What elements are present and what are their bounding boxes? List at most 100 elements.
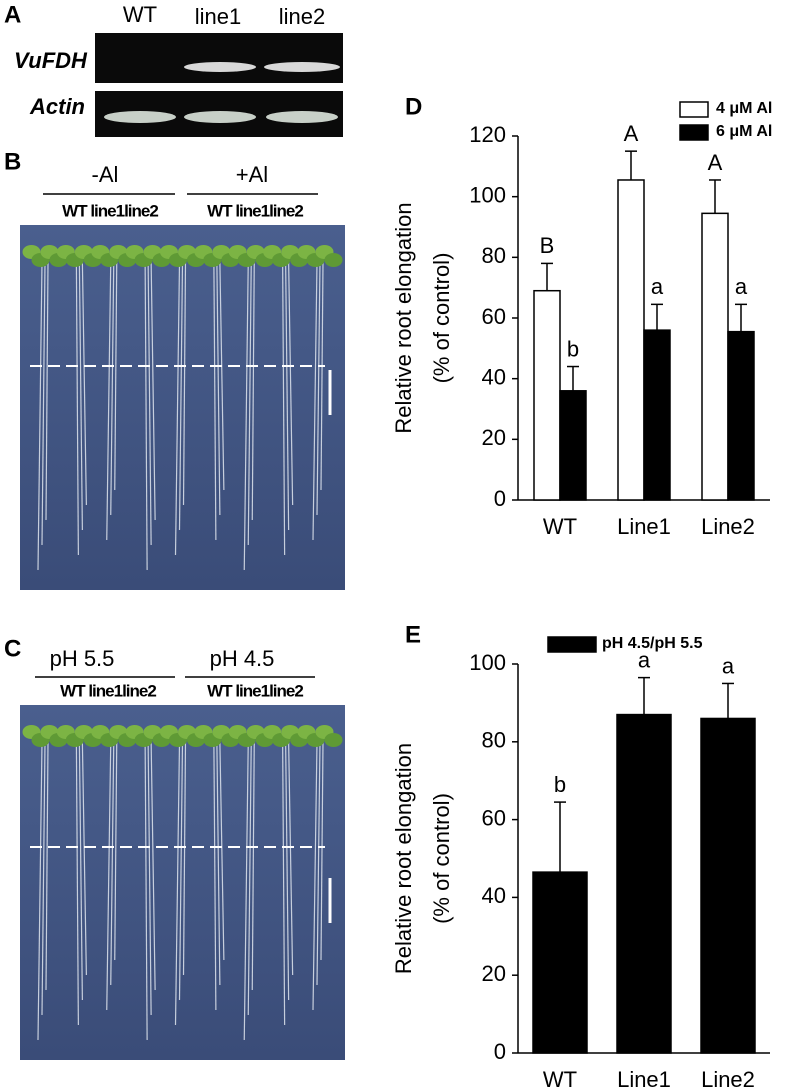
y-tick-label: 120 (469, 122, 506, 147)
root (114, 261, 118, 491)
y-tick-label: 60 (482, 805, 506, 830)
root (144, 741, 148, 1041)
root (216, 261, 221, 516)
root (75, 741, 79, 1026)
panel-letter: B (4, 148, 21, 175)
leaf (324, 253, 343, 267)
root (316, 741, 321, 986)
y-tick-label: 20 (482, 425, 506, 450)
lane-labels: WT line1line2 (207, 681, 303, 700)
root (219, 261, 225, 491)
root (45, 261, 49, 521)
x-tick-label: WT (543, 1067, 577, 1089)
legend-label: 6 μM Al (716, 123, 772, 140)
panel-letter: A (4, 1, 21, 28)
root (110, 741, 115, 986)
significance-letter: B (540, 233, 555, 258)
root (247, 261, 252, 546)
root (216, 741, 221, 986)
gel-band (266, 111, 338, 123)
y-tick-label: 20 (482, 961, 506, 986)
legend-label: pH 4.5/pH 5.5 (602, 635, 703, 652)
root (45, 741, 49, 991)
bar (643, 329, 671, 501)
bar (700, 717, 756, 1054)
root (213, 741, 217, 1011)
root (174, 741, 181, 1026)
root (150, 261, 156, 521)
bar (532, 871, 588, 1054)
root (150, 741, 156, 991)
root (41, 261, 46, 546)
legend-label: 4 μM Al (716, 100, 772, 117)
x-tick-label: Line2 (701, 1067, 755, 1089)
root (243, 261, 249, 571)
root (174, 261, 181, 556)
y-tick-label: 100 (469, 650, 506, 675)
root (320, 261, 324, 491)
gel-band (264, 62, 340, 72)
significance-letter: b (567, 336, 579, 361)
root (106, 261, 112, 541)
root (288, 261, 294, 506)
significance-letter: A (624, 121, 639, 146)
root (178, 261, 184, 531)
root (110, 261, 115, 516)
root (37, 261, 43, 571)
gel-band (104, 111, 176, 123)
root (81, 741, 87, 976)
y-axis-label: Relative root elongation (391, 202, 416, 433)
root (78, 261, 83, 531)
bar (617, 179, 645, 501)
group-label: -Al (92, 162, 119, 187)
x-tick-label: Line2 (701, 514, 755, 539)
gel-row: VuFDH (14, 48, 88, 73)
bar (616, 713, 672, 1054)
y-axis-label: (% of control) (429, 253, 454, 384)
significance-letter: a (638, 647, 651, 672)
gel-image (95, 33, 343, 83)
root (114, 741, 118, 961)
y-tick-label: 100 (469, 182, 506, 207)
y-tick-label: 80 (482, 243, 506, 268)
y-tick-label: 60 (482, 304, 506, 329)
root (316, 261, 321, 516)
lane-labels: WT line1line2 (60, 681, 156, 700)
legend-swatch (679, 101, 709, 118)
root (182, 741, 187, 976)
root (251, 741, 255, 991)
y-tick-label: 0 (494, 486, 506, 511)
root (78, 741, 83, 1001)
gel-band (184, 111, 256, 123)
bar (559, 390, 587, 501)
significance-letter: A (708, 150, 723, 175)
y-tick-label: 0 (494, 1039, 506, 1064)
gel-row: Actin (29, 94, 85, 119)
root (106, 741, 112, 1011)
root (147, 261, 152, 546)
root (41, 741, 46, 1016)
significance-letter: a (651, 274, 664, 299)
significance-letter: a (722, 653, 735, 678)
bar (701, 212, 729, 501)
root (247, 741, 252, 1016)
gel-column: WT (123, 2, 157, 27)
group-label: +Al (236, 162, 268, 187)
lane-labels: WT line1line2 (62, 201, 158, 220)
root (251, 261, 255, 521)
root (312, 261, 318, 541)
bar (727, 330, 755, 501)
panel-letter: C (4, 635, 21, 662)
root (144, 261, 148, 571)
gel-column: line2 (279, 4, 325, 29)
lane-labels: WT line1line2 (207, 201, 303, 220)
bar (533, 289, 561, 501)
root (288, 741, 294, 976)
x-tick-label: Line1 (617, 1067, 671, 1089)
x-tick-label: WT (543, 514, 577, 539)
group-label: pH 4.5 (210, 646, 275, 671)
panel-letter: E (405, 621, 421, 648)
panel-letter: D (405, 93, 422, 120)
y-tick-label: 40 (482, 883, 506, 908)
